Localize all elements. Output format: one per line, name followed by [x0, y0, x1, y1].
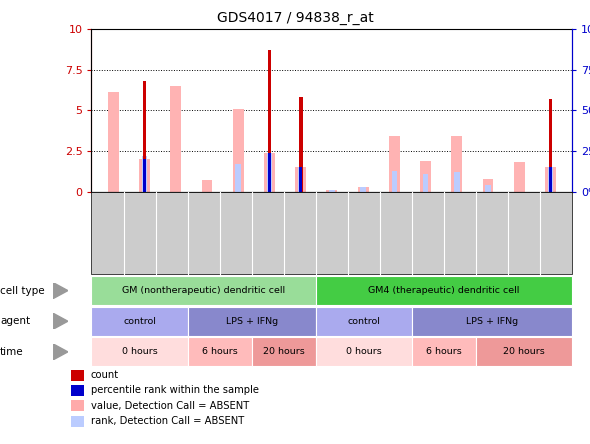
Bar	[549, 99, 552, 192]
Bar	[143, 159, 146, 192]
Bar	[514, 163, 525, 192]
Bar	[329, 190, 335, 192]
Bar	[264, 153, 275, 192]
Text: 6 hours: 6 hours	[202, 347, 238, 357]
Bar	[454, 172, 460, 192]
Text: control: control	[123, 317, 156, 326]
Text: time: time	[0, 347, 24, 357]
Text: 20 hours: 20 hours	[263, 347, 304, 357]
Bar	[299, 167, 302, 192]
Text: 0 hours: 0 hours	[346, 347, 382, 357]
Text: GM4 (therapeutic) dendritic cell: GM4 (therapeutic) dendritic cell	[368, 286, 520, 295]
Bar	[483, 179, 493, 192]
Bar	[360, 187, 366, 192]
Bar	[545, 167, 556, 192]
Bar	[298, 167, 303, 192]
Bar	[232, 109, 244, 192]
Text: cell type: cell type	[0, 285, 45, 296]
Text: count: count	[91, 370, 119, 380]
Text: percentile rank within the sample: percentile rank within the sample	[91, 385, 259, 396]
Bar	[358, 187, 369, 192]
Bar	[423, 174, 428, 192]
Bar	[485, 185, 491, 192]
Bar	[326, 190, 337, 192]
Bar	[392, 170, 397, 192]
Bar	[451, 136, 462, 192]
Bar	[235, 164, 241, 192]
Bar	[202, 180, 212, 192]
Polygon shape	[53, 313, 68, 329]
Polygon shape	[53, 344, 68, 360]
Text: GDS4017 / 94838_r_at: GDS4017 / 94838_r_at	[217, 11, 373, 25]
Text: GM (nontherapeutic) dendritic cell: GM (nontherapeutic) dendritic cell	[122, 286, 285, 295]
Text: 6 hours: 6 hours	[426, 347, 462, 357]
Text: LPS + IFNg: LPS + IFNg	[225, 317, 278, 326]
Polygon shape	[53, 283, 68, 298]
Bar	[142, 156, 148, 192]
Bar	[267, 50, 271, 192]
Bar	[548, 167, 553, 192]
Bar	[108, 92, 119, 192]
Bar	[139, 159, 150, 192]
Bar	[295, 167, 306, 192]
Bar	[549, 167, 552, 192]
Text: 20 hours: 20 hours	[503, 347, 545, 357]
Bar	[389, 136, 400, 192]
Text: agent: agent	[0, 316, 30, 326]
Bar	[267, 153, 272, 192]
Bar	[299, 97, 303, 192]
Text: rank, Detection Call = ABSENT: rank, Detection Call = ABSENT	[91, 416, 244, 426]
Bar	[143, 81, 146, 192]
Text: 0 hours: 0 hours	[122, 347, 158, 357]
Bar	[420, 161, 431, 192]
Text: value, Detection Call = ABSENT: value, Detection Call = ABSENT	[91, 401, 249, 411]
Bar	[268, 153, 271, 192]
Text: control: control	[348, 317, 381, 326]
Bar	[171, 86, 181, 192]
Text: LPS + IFNg: LPS + IFNg	[466, 317, 518, 326]
